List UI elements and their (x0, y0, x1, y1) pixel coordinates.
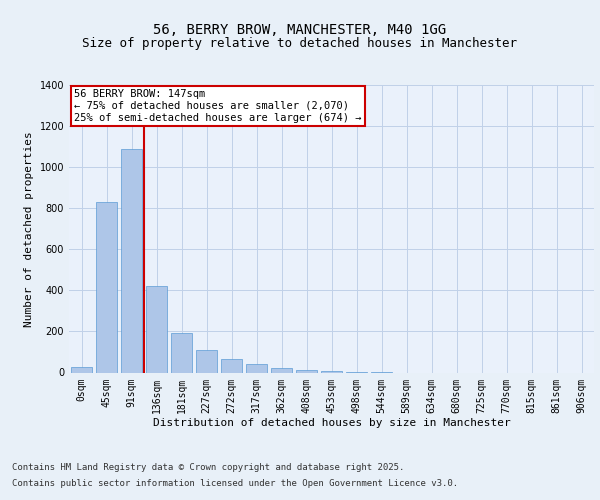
Bar (246, 364, 267, 372)
Bar (71, 368, 92, 372)
Bar (171, 334, 192, 372)
Bar (296, 370, 317, 372)
Bar (271, 368, 292, 372)
Bar (196, 350, 217, 372)
Text: Contains HM Land Registry data © Crown copyright and database right 2025.: Contains HM Land Registry data © Crown c… (12, 464, 404, 472)
Y-axis label: Number of detached properties: Number of detached properties (24, 131, 34, 326)
Text: 56 BERRY BROW: 147sqm
← 75% of detached houses are smaller (2,070)
25% of semi-d: 56 BERRY BROW: 147sqm ← 75% of detached … (74, 90, 362, 122)
Text: Contains public sector information licensed under the Open Government Licence v3: Contains public sector information licen… (12, 478, 458, 488)
Bar (146, 286, 167, 372)
Text: 56, BERRY BROW, MANCHESTER, M40 1GG: 56, BERRY BROW, MANCHESTER, M40 1GG (154, 22, 446, 36)
Text: Size of property relative to detached houses in Manchester: Size of property relative to detached ho… (83, 38, 517, 51)
Bar (96, 202, 117, 372)
Bar (221, 359, 242, 372)
Bar (121, 148, 142, 372)
X-axis label: Distribution of detached houses by size in Manchester: Distribution of detached houses by size … (152, 418, 511, 428)
